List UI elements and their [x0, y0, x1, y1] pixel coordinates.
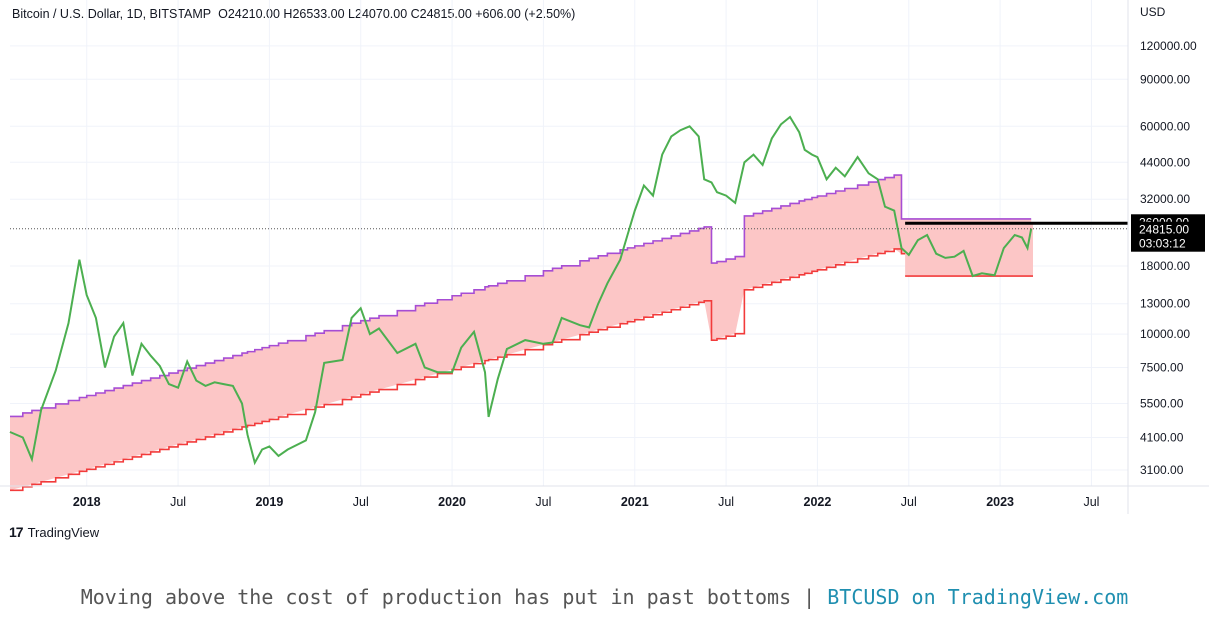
price-tick-label: 10000.00: [1140, 327, 1190, 341]
ohlc-values: O24210.00 H26533.00 L24070.00 C24815.00 …: [218, 7, 576, 21]
tradingview-mark-icon: 17: [9, 524, 24, 540]
cost-band: [10, 174, 1034, 492]
time-tick-label: Jul: [1083, 495, 1099, 509]
price-tick-label: 7500.00: [1140, 360, 1184, 374]
price-tag-last-text: 24815.00: [1139, 223, 1189, 237]
price-chart[interactable]: USD 120000.00 90000.00 60000.00 44000.00 3200…: [0, 0, 1209, 520]
symbol-header: Bitcoin / U.S. Dollar, 1D, BITSTAMP O242…: [12, 7, 575, 21]
time-tick-label: Jul: [353, 495, 369, 509]
cost-upper-line: [10, 174, 1032, 418]
cost-lower-line: [10, 248, 1032, 492]
price-tick-label: 18000.00: [1140, 259, 1190, 273]
price-line: [9, 115, 1033, 466]
tradingview-name: TradingView: [27, 524, 100, 540]
price-axis-unit: USD: [1140, 5, 1166, 19]
caption-text: Moving above the cost of production has …: [80, 585, 828, 609]
time-tick-label: Jul: [170, 495, 186, 509]
price-tick-label: 44000.00: [1140, 155, 1190, 169]
price-tick-label: 32000.00: [1140, 192, 1190, 206]
time-tick-label: Jul: [535, 495, 551, 509]
time-tick-label: 2022: [804, 495, 832, 509]
caption-link[interactable]: BTCUSD on TradingView.com: [827, 585, 1129, 609]
time-tick-label: 2019: [255, 495, 283, 509]
caption: Moving above the cost of production has …: [0, 585, 1209, 609]
time-tick-label: 2018: [73, 495, 101, 509]
price-tick-label: 3100.00: [1140, 463, 1184, 477]
series: [9, 115, 1128, 466]
price-tag-countdown: 03:03:12: [1139, 237, 1186, 251]
price-tick-label: 4100.00: [1140, 431, 1184, 445]
price-tick-label: 13000.00: [1140, 297, 1190, 311]
price-tick-label: 120000.00: [1140, 39, 1197, 53]
symbol-title: Bitcoin / U.S. Dollar, 1D, BITSTAMP: [12, 7, 212, 21]
time-tick-label: 2023: [986, 495, 1014, 509]
price-tick-label: 5500.00: [1140, 396, 1184, 410]
time-tick-label: 2021: [621, 495, 649, 509]
price-tick-label: 90000.00: [1140, 72, 1190, 86]
axes: USD 120000.00 90000.00 60000.00 44000.00 3200…: [0, 0, 1209, 514]
time-tick-label: 2020: [438, 495, 466, 509]
price-tick-label: 60000.00: [1140, 119, 1190, 133]
price-tag-last: [1131, 221, 1205, 252]
cost-band-fill: [10, 175, 1032, 491]
tradingview-logo[interactable]: 17 TradingView: [9, 524, 99, 540]
time-tick-label: Jul: [718, 495, 734, 509]
time-tick-label: Jul: [901, 495, 917, 509]
